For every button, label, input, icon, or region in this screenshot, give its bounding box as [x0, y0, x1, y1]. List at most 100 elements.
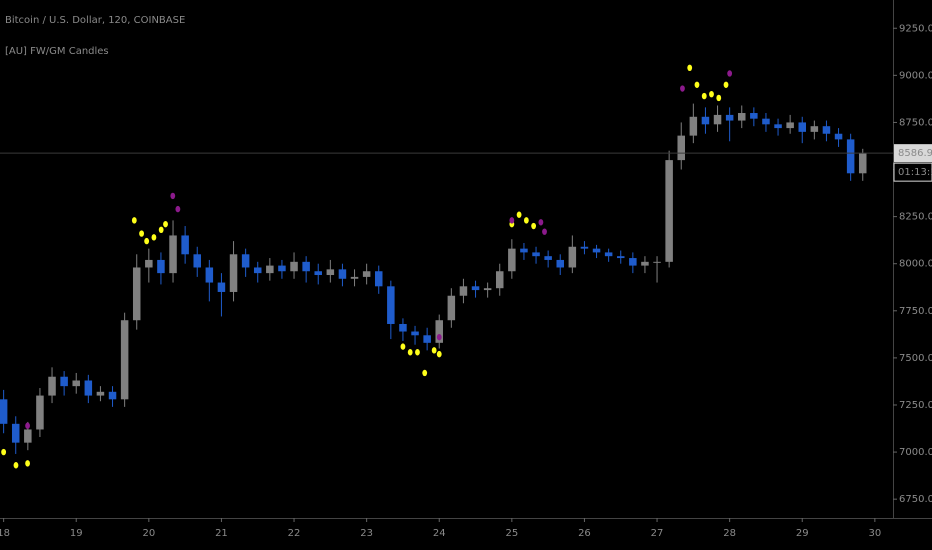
last-price-label: 8586.95 — [898, 148, 932, 159]
signal-dot — [407, 349, 413, 356]
candle-body — [834, 133, 843, 140]
y-tick-label: 7750.00 — [899, 306, 932, 317]
y-tick-label: 6750.00 — [899, 494, 932, 505]
candle-body — [858, 153, 867, 174]
candle-body — [459, 286, 468, 296]
countdown-tag — [893, 162, 932, 182]
x-tick-label: 20 — [142, 528, 155, 539]
candle-body — [786, 122, 794, 129]
candle-body — [132, 267, 141, 321]
candle-body — [677, 135, 685, 161]
signal-dot — [163, 220, 168, 228]
candle-body — [362, 271, 371, 277]
candle-body — [60, 376, 68, 387]
candle-body — [653, 261, 661, 263]
candle-body — [750, 113, 758, 119]
candle-body — [338, 269, 347, 279]
signal-dot — [523, 217, 529, 224]
candle-body — [84, 380, 93, 396]
candle-body — [108, 391, 117, 400]
x-tick-label: 24 — [433, 528, 446, 539]
candle-body — [205, 267, 214, 283]
signal-dot — [170, 192, 176, 200]
x-tick-label: 18 — [0, 528, 10, 539]
signal-dot — [701, 92, 707, 100]
candle-body — [544, 256, 552, 260]
candle-body — [725, 114, 734, 121]
candle-body — [253, 267, 262, 274]
signal-dot — [400, 343, 406, 350]
signal-dot — [694, 81, 700, 88]
candle-body — [846, 139, 855, 174]
x-tick-label: 29 — [796, 528, 809, 539]
candle-body — [447, 295, 456, 321]
candle-body — [798, 122, 806, 132]
candle-body — [169, 235, 177, 274]
candle-body — [11, 423, 20, 443]
y-tick-label: 7000.00 — [899, 447, 932, 458]
candle-body — [399, 323, 407, 332]
candle-body — [641, 261, 649, 266]
candle-body — [350, 276, 359, 279]
candle-body — [24, 429, 32, 443]
symbol-title: Bitcoin / U.S. Dollar, 120, COINBASE — [5, 15, 185, 26]
signal-dot — [531, 222, 537, 230]
candle-body — [532, 252, 540, 257]
signal-dot — [723, 81, 729, 88]
candle-body — [471, 286, 480, 291]
x-tick-label: 26 — [578, 528, 591, 539]
candle-body — [689, 116, 698, 136]
candle-body — [435, 320, 443, 343]
candle-body — [278, 265, 286, 272]
y-tick-label: 8000.00 — [899, 259, 932, 270]
candle-body — [181, 235, 189, 255]
signal-dot — [151, 234, 157, 241]
signal-dot — [687, 64, 693, 72]
candle-body — [193, 254, 201, 268]
candle-body — [96, 391, 105, 396]
candle-body — [229, 254, 238, 292]
x-tick-label: 19 — [70, 528, 83, 539]
indicator-title: [AU] FW/GM Candles — [5, 46, 109, 57]
candle-body — [495, 271, 504, 289]
signal-dot — [175, 205, 181, 213]
candle-body — [774, 124, 782, 129]
y-tick-label: 9250.00 — [899, 23, 932, 34]
candle-body — [762, 118, 770, 125]
candle-body — [387, 286, 395, 324]
y-tick-label: 8750.00 — [899, 117, 932, 128]
signal-dot — [516, 211, 522, 218]
signal-dot — [25, 422, 30, 429]
candle-body — [217, 282, 226, 292]
signal-dot — [13, 462, 19, 469]
signal-dot — [25, 460, 30, 467]
y-tick-label: 9000.00 — [899, 70, 932, 81]
x-tick-label: 23 — [360, 528, 373, 539]
signal-dot — [538, 219, 544, 226]
candle-body — [120, 320, 129, 400]
signal-dot — [680, 85, 685, 92]
candle-body — [374, 271, 383, 287]
x-tick-label: 27 — [651, 528, 664, 539]
candle-body — [241, 254, 250, 268]
candle-body — [423, 335, 431, 343]
candle-body — [0, 399, 8, 424]
candle-body — [568, 246, 577, 268]
x-tick-label: 30 — [868, 528, 881, 539]
y-tick-label: 8250.00 — [899, 212, 932, 223]
signal-dot — [542, 228, 547, 235]
candle-body — [48, 376, 56, 396]
x-tick-label: 25 — [505, 528, 518, 539]
signal-dot — [415, 349, 420, 356]
candle-body — [508, 248, 516, 272]
candle-body — [290, 261, 298, 272]
signal-dot — [139, 230, 144, 237]
signal-dot — [509, 217, 515, 224]
signal-dot — [716, 94, 722, 102]
x-tick-label: 21 — [215, 528, 228, 539]
candle-body — [604, 252, 613, 257]
candle-body — [701, 116, 710, 125]
countdown-label: 01:13:28 — [898, 167, 932, 178]
